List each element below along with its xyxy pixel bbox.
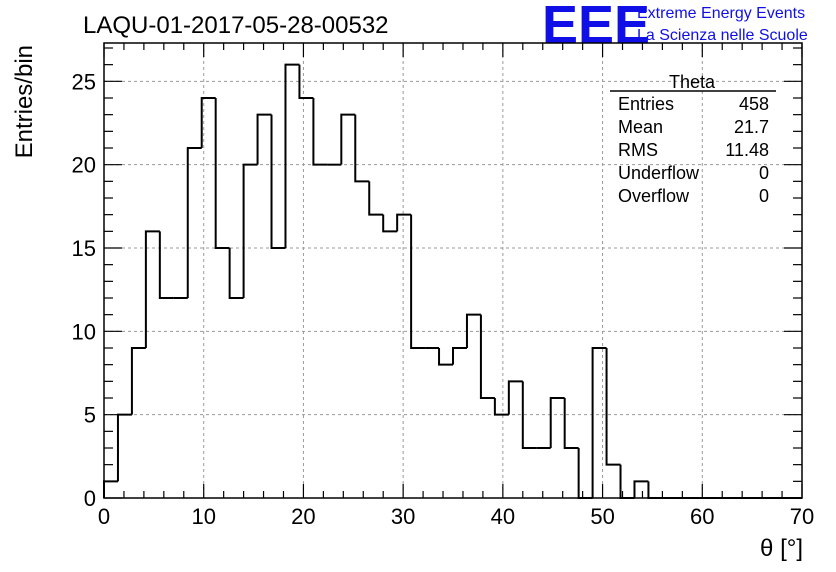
- stats-row-label: Entries: [618, 94, 674, 114]
- histogram-bin: [521, 381, 537, 449]
- histogram-bin: [563, 398, 579, 449]
- y-tick-label: 0: [84, 486, 96, 511]
- stats-row-value: 11.48: [725, 140, 769, 160]
- y-tick-label: 15: [72, 236, 96, 261]
- stats-row-label: Underflow: [618, 163, 700, 183]
- x-tick-label: 60: [690, 504, 714, 529]
- logo-line-1: Extreme Energy Events: [637, 5, 805, 22]
- histogram-bin: [354, 114, 370, 183]
- x-tick-label: 10: [191, 504, 215, 529]
- histogram-bin: [382, 214, 398, 233]
- histogram-bin: [479, 314, 495, 399]
- histogram-bin: [591, 347, 607, 498]
- y-tick-label: 25: [72, 69, 96, 94]
- histogram-bin: [507, 380, 523, 415]
- histogram-bin: [577, 448, 593, 499]
- histogram-bin: [270, 114, 286, 249]
- y-tick-labels: 0 5 10 15 20 25: [72, 69, 96, 511]
- histogram-bin: [158, 231, 174, 299]
- histogram-bin: [410, 214, 426, 349]
- histogram-bin: [186, 147, 202, 298]
- histogram-bin: [256, 113, 272, 165]
- x-tick-label: 70: [790, 504, 814, 529]
- histogram-bin: [144, 230, 160, 348]
- histogram-bin: [298, 64, 314, 99]
- histogram-bin: [214, 98, 230, 249]
- grid-lines: [104, 43, 802, 498]
- logo-line-2: La Scienza nelle Scuole: [637, 27, 808, 44]
- plot-frame: [103, 42, 803, 499]
- stats-row-label: RMS: [618, 140, 658, 160]
- stats-row-value: 0: [759, 186, 769, 206]
- x-tick-label: 20: [291, 504, 315, 529]
- histogram-bin: [242, 163, 258, 298]
- stats-row-value: 458: [739, 94, 769, 114]
- histogram-bin: [130, 347, 146, 415]
- eee-logo: EEE Extreme Energy Events La Scienza nel…: [542, 0, 808, 55]
- histogram-bin: [465, 313, 481, 348]
- histogram-bin: [116, 413, 132, 482]
- stats-row-value: 0: [759, 163, 769, 183]
- histogram-bin: [438, 348, 453, 366]
- histogram-bin: [396, 213, 412, 232]
- x-tick-label: 30: [391, 504, 415, 529]
- chart-title: LAQU-01-2017-05-28-00532: [83, 12, 389, 39]
- logo-mark: EEE: [542, 0, 650, 55]
- x-tick-label: 40: [491, 504, 515, 529]
- stats-title: Theta: [669, 72, 716, 92]
- y-tick-label: 20: [72, 153, 96, 178]
- x-axis-label: θ [°]: [760, 535, 803, 562]
- stats-row-label: Overflow: [618, 186, 690, 206]
- histogram-bin: [633, 480, 649, 498]
- histogram-bin: [368, 181, 384, 216]
- x-tick-label: 0: [98, 504, 110, 529]
- histogram-bin: [284, 63, 300, 248]
- histogram-bin: [605, 348, 621, 466]
- y-axis-label: Entries/bin: [11, 45, 38, 158]
- histogram-bin: [312, 98, 328, 166]
- axis-ticks: [103, 43, 803, 499]
- stats-box: Theta Entries 458 Mean 21.7 RMS 11.48 Underflo…: [610, 72, 776, 206]
- x-tick-label: 50: [590, 504, 614, 529]
- histogram-bin: [452, 347, 467, 365]
- histogram-bin: [647, 481, 663, 499]
- histogram-bin: [549, 397, 565, 448]
- histogram-series: [103, 63, 802, 499]
- histogram-bin: [340, 113, 356, 165]
- histogram-bin: [200, 97, 216, 148]
- stats-row-value: 21.7: [734, 117, 769, 137]
- histogram-bin: [493, 398, 509, 416]
- y-tick-label: 10: [72, 319, 96, 344]
- x-tick-labels: 0 10 20 30 40 50 60 70: [98, 504, 814, 529]
- y-tick-label: 5: [84, 403, 96, 428]
- histogram-bin: [228, 248, 244, 299]
- histogram-bin: [103, 480, 118, 498]
- stats-row-label: Mean: [618, 117, 663, 137]
- stats-rows: Entries 458 Mean 21.7 RMS 11.48 Underflow 0 Over…: [618, 94, 769, 206]
